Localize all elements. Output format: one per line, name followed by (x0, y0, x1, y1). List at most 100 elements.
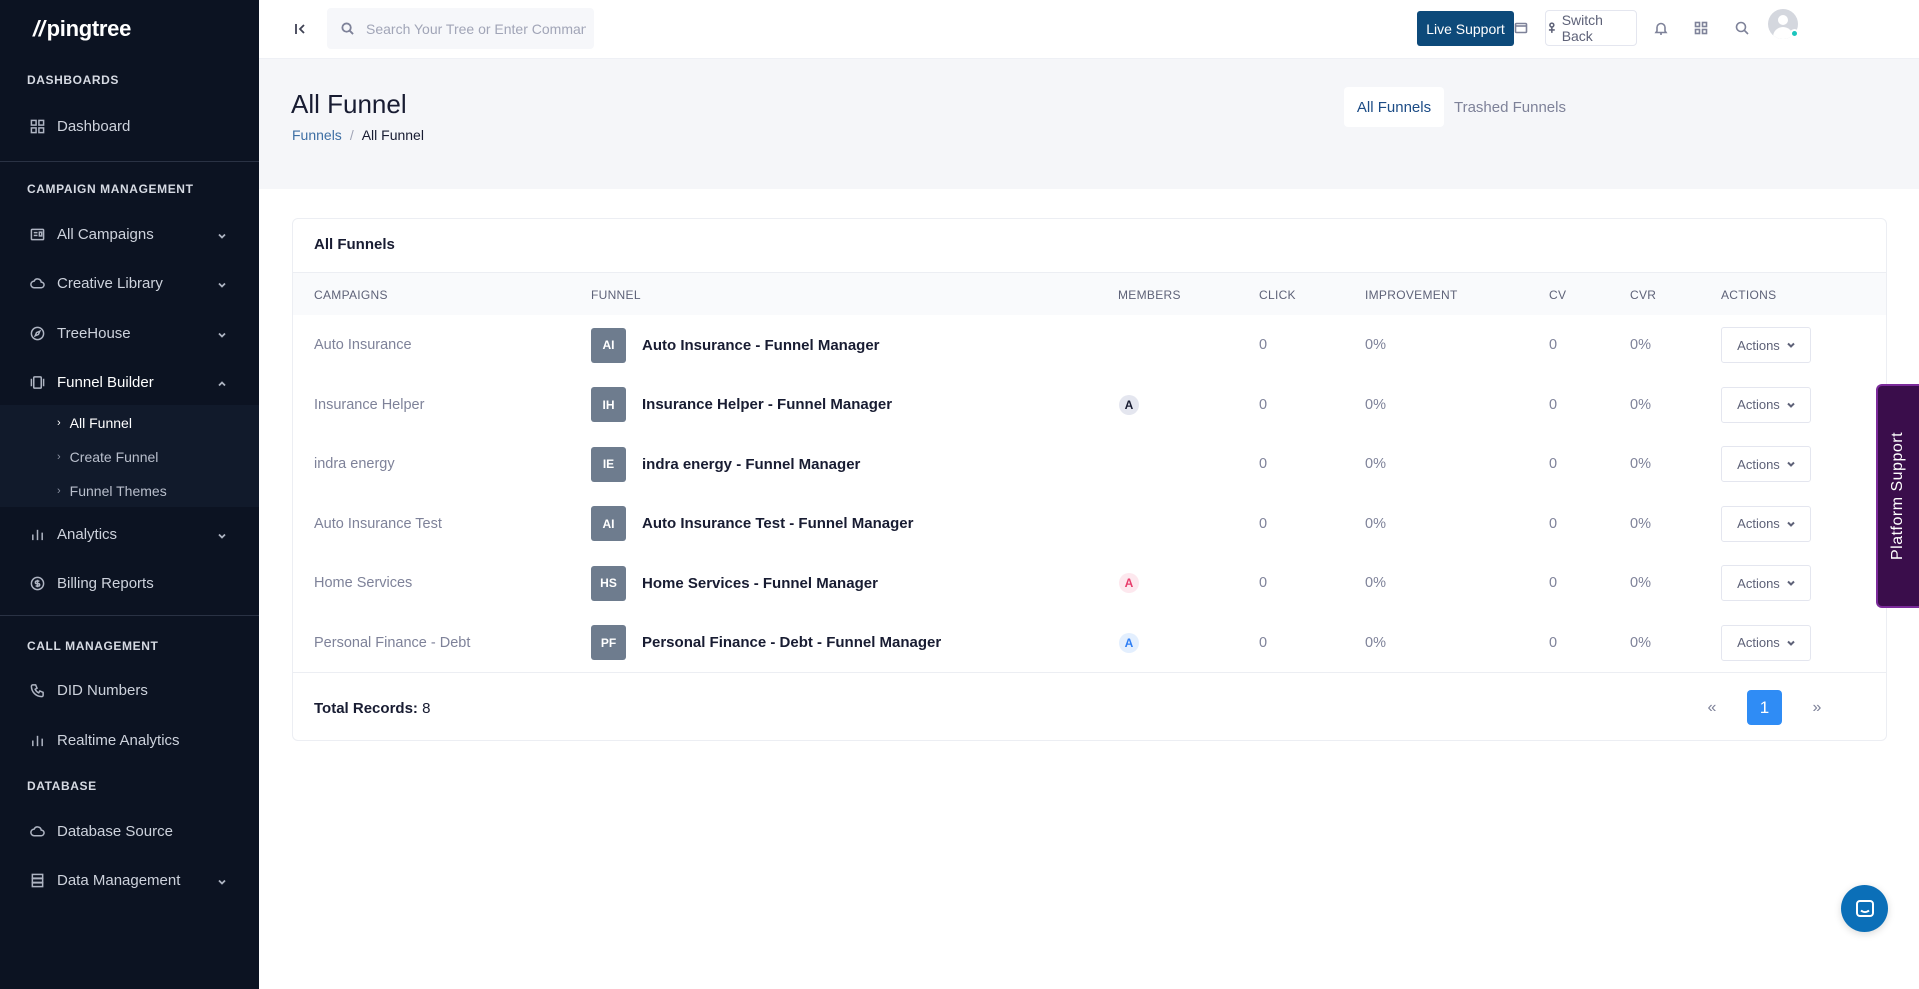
member-badge[interactable]: A (1119, 632, 1139, 653)
funnel-name[interactable]: Home Services - Funnel Manager (642, 574, 878, 592)
chat-launcher-button[interactable] (1841, 885, 1888, 932)
tab-trashed-funnels[interactable]: Trashed Funnels (1453, 98, 1566, 116)
platform-support-label: Platform Support (1889, 431, 1907, 561)
chevron-up-icon (217, 376, 227, 387)
funnels-card: All Funnels CAMPAIGNS FUNNEL MEMBERS CLI… (292, 218, 1887, 741)
column-header-cv: CV (1549, 288, 1567, 302)
breadcrumb-separator: / (349, 127, 354, 143)
tab-all-funnels[interactable]: All Funnels (1344, 87, 1444, 127)
actions-dropdown-button[interactable]: Actions (1721, 327, 1811, 363)
funnel-initials-avatar: AI (591, 327, 626, 363)
funnel-cell[interactable]: IH Insurance Helper - Funnel Manager (591, 375, 892, 435)
chevron-down-icon (1787, 521, 1795, 527)
member-badge[interactable]: A (1119, 573, 1139, 593)
funnel-cell[interactable]: AI Auto Insurance - Funnel Manager (591, 315, 880, 375)
sidebar-item-label: Analytics (57, 525, 118, 543)
sidebar-item-billing-reports[interactable]: Billing Reports (0, 563, 259, 603)
campaign-name: indra energy (314, 456, 395, 472)
apps-grid-icon[interactable] (1692, 19, 1710, 37)
click-value: 0 (1259, 396, 1268, 413)
sidebar-item-label: All Campaigns (57, 225, 154, 243)
member-badge[interactable]: A (1119, 394, 1139, 415)
click-value: 0 (1259, 575, 1268, 591)
total-records-value: 8 (422, 700, 431, 717)
sidebar-item-dashboard[interactable]: Dashboard (0, 106, 259, 146)
search-bar[interactable] (327, 8, 594, 49)
sidebar-item-funnel-builder[interactable]: Funnel Builder (0, 362, 259, 402)
breadcrumb-link-funnels[interactable]: Funnels (292, 127, 342, 143)
sidebar-item-treehouse[interactable]: TreeHouse (0, 313, 259, 353)
breadcrumb-current: All Funnel (361, 127, 424, 143)
sidebar-item-label: Data Management (57, 871, 181, 889)
table-row: Insurance Helper IH Insurance Helper - Fun… (293, 375, 1886, 435)
cvr-value: 0% (1630, 456, 1651, 472)
funnel-cell[interactable]: PF Personal Finance - Debt - Funnel Manag… (591, 613, 941, 673)
funnel-name[interactable]: Auto Insurance - Funnel Manager (642, 336, 880, 354)
funnel-name[interactable]: Insurance Helper - Funnel Manager (642, 396, 893, 413)
click-value: 0 (1259, 456, 1268, 472)
sidebar-item-database-source[interactable]: Database Source (0, 811, 259, 851)
column-header-members: MEMBERS (1118, 288, 1181, 302)
sidebar-item-label: Funnel Builder (57, 373, 154, 391)
sidebar-item-analytics[interactable]: Analytics (0, 514, 259, 554)
actions-label: Actions (1737, 337, 1780, 353)
click-value: 0 (1259, 634, 1268, 651)
pagination-page-current[interactable]: 1 (1747, 690, 1782, 725)
sidebar-divider (0, 615, 259, 616)
chat-icon (1855, 899, 1874, 917)
search-icon[interactable] (1733, 19, 1751, 37)
platform-support-tab[interactable]: Platform Support (1876, 384, 1919, 608)
funnel-cell[interactable]: HS Home Services - Funnel Manager (591, 553, 878, 613)
online-status-indicator (1790, 29, 1799, 38)
actions-dropdown-button[interactable]: Actions (1721, 624, 1811, 661)
collapse-sidebar-icon[interactable] (292, 20, 310, 38)
funnel-initials-avatar: PF (591, 625, 626, 660)
campaign-name: Auto Insurance Test (314, 515, 442, 532)
chevron-down-icon (1787, 402, 1795, 408)
cv-value: 0 (1549, 396, 1558, 413)
funnel-cell[interactable]: IE indra energy - Funnel Manager (591, 434, 860, 494)
submenu-item-funnel-themes[interactable]: › Funnel Themes (57, 479, 167, 503)
server-icon (29, 872, 45, 888)
submenu-item-create-funnel[interactable]: › Create Funnel (57, 445, 158, 469)
sidebar-item-realtime-analytics[interactable]: Realtime Analytics (0, 720, 259, 760)
page-title: All Funnel (291, 89, 407, 119)
funnel-initials-avatar: IE (591, 446, 626, 482)
brand-logo[interactable]: // pingtree (33, 15, 131, 43)
chevron-down-icon (217, 327, 227, 338)
sidebar-item-all-campaigns[interactable]: All Campaigns (0, 214, 259, 254)
breadcrumb: Funnels / All Funnel (292, 127, 424, 143)
actions-dropdown-button[interactable]: Actions (1721, 446, 1811, 482)
chevron-down-icon (217, 277, 227, 288)
funnel-initials-avatar: AI (591, 506, 626, 541)
chevron-down-icon (1787, 461, 1795, 467)
sidebar-divider (0, 161, 259, 162)
sidebar-item-did-numbers[interactable]: DID Numbers (0, 670, 259, 710)
switch-back-button[interactable]: Switch Back (1545, 10, 1637, 46)
sidebar-item-label: Billing Reports (57, 574, 154, 592)
search-input[interactable] (366, 20, 586, 37)
cloud-icon (29, 823, 45, 839)
bell-icon[interactable] (1652, 19, 1670, 37)
funnel-cell[interactable]: AI Auto Insurance Test - Funnel Manager (591, 494, 913, 554)
funnel-name[interactable]: Auto Insurance Test - Funnel Manager (642, 515, 914, 532)
actions-dropdown-button[interactable]: Actions (1721, 386, 1811, 423)
pagination-prev[interactable]: « (1707, 698, 1717, 716)
pagination-next[interactable]: » (1812, 698, 1822, 716)
section-database: DATABASE (27, 779, 97, 793)
funnel-name[interactable]: indra energy - Funnel Manager (642, 455, 861, 473)
actions-dropdown-button[interactable]: Actions (1721, 505, 1811, 542)
sidebar-item-label: DID Numbers (57, 681, 148, 699)
funnel-name[interactable]: Personal Finance - Debt - Funnel Manager (642, 634, 942, 651)
cv-value: 0 (1549, 575, 1558, 591)
window-icon[interactable] (1512, 19, 1530, 37)
table-row: Personal Finance - Debt PF Personal Financ… (293, 613, 1886, 673)
live-support-button[interactable]: Live Support (1417, 11, 1514, 46)
phone-icon (29, 682, 45, 698)
chevron-down-icon (217, 528, 227, 539)
actions-dropdown-button[interactable]: Actions (1721, 565, 1811, 601)
switch-back-label: Switch Back (1561, 12, 1603, 44)
sidebar-item-creative-library[interactable]: Creative Library (0, 263, 259, 303)
sidebar-item-data-management[interactable]: Data Management (0, 860, 259, 900)
submenu-item-all-funnel[interactable]: › All Funnel (57, 411, 132, 435)
